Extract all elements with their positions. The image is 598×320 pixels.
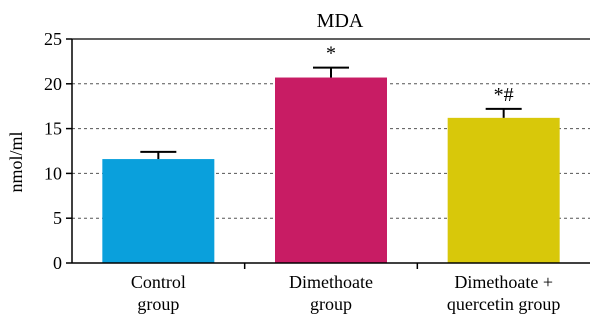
category-label-0-0: Control — [131, 272, 186, 292]
bar-layer — [102, 66, 560, 264]
significance-label-1: * — [326, 43, 336, 65]
y-tick-label-20: 20 — [44, 74, 62, 94]
y-tick-label-0: 0 — [53, 253, 62, 273]
bar-1 — [275, 77, 387, 263]
label-layer: Controlgroup*Dimethoategroup*#Dimethoate… — [131, 43, 561, 314]
chart-title: MDA — [317, 10, 364, 32]
y-tick-label-15: 15 — [44, 119, 62, 139]
y-tick-label-5: 5 — [53, 208, 62, 228]
y-axis-title: nmol/ml — [6, 131, 26, 192]
category-label-2-0: Dimethoate + — [454, 272, 553, 292]
y-tick-label-10: 10 — [44, 163, 62, 183]
category-label-0-1: group — [137, 294, 179, 314]
category-label-1-0: Dimethoate — [289, 272, 373, 292]
axis-layer: 0 5 10 15 20 25 — [44, 29, 590, 273]
category-label-2-1: quercetin group — [447, 294, 560, 314]
category-label-1-1: group — [310, 294, 352, 314]
bar-2 — [447, 117, 560, 264]
bar-0 — [102, 159, 215, 263]
y-tick-label-25: 25 — [44, 29, 62, 49]
significance-label-2: *# — [494, 84, 514, 106]
